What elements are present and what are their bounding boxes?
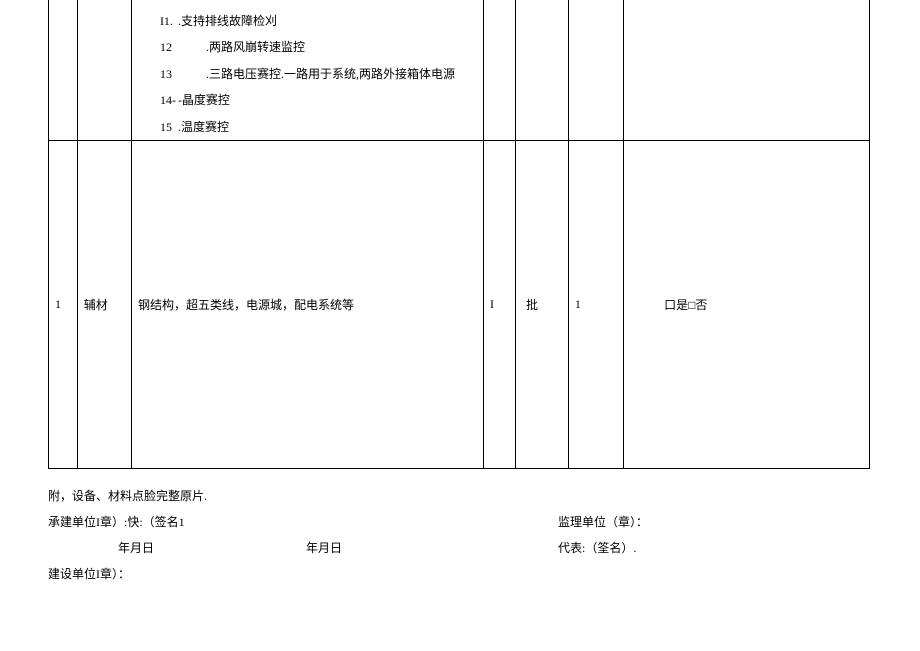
- cell-r2-c5: 批: [516, 140, 569, 468]
- contractor-seal: 承建单位I章）:快:（签名1: [48, 509, 185, 535]
- cell-r1-c3: I1..支持排线故障检刈12.两路风崩转速监控13.三路电压赛控.一路用于系统,…: [131, 0, 483, 140]
- main-table: I1..支持排线故障检刈12.两路风崩转速监控13.三路电压赛控.一路用于系统,…: [48, 0, 870, 469]
- date-2: 年月日: [306, 535, 342, 561]
- cell-r1-c6: [568, 0, 623, 140]
- footer-block: 附，设备、材料点脸完整原片. 承建单位I章）:快:（签名1 监理单位（章）： 年…: [48, 483, 870, 587]
- table-row: 1 辅材 钢结构，超五类线，电源城，配电系统等 I 批 1 口是□否: [49, 140, 870, 468]
- cell-r2-c6: 1: [568, 140, 623, 468]
- date-1: 年月日: [118, 535, 154, 561]
- cell-r2-c1: 1: [49, 140, 78, 468]
- table-row: I1..支持排线故障检刈12.两路风崩转速监控13.三路电压赛控.一路用于系统,…: [49, 0, 870, 140]
- builder-seal: 建设单位I章）：: [48, 561, 130, 587]
- cell-r1-c1: [49, 0, 78, 140]
- spec-line: 15.温度赛控: [160, 114, 455, 140]
- spec-line: 14--晶度赛控: [160, 87, 455, 113]
- representative-sign: 代表:（筌名）.: [558, 535, 636, 561]
- spec-line: I1..支持排线故障检刈: [160, 8, 455, 34]
- spec-line: 13.三路电压赛控.一路用于系统,两路外接箱体电源: [160, 61, 455, 87]
- footer-note: 附，设备、材料点脸完整原片.: [48, 483, 207, 509]
- cell-r1-c2: [77, 0, 131, 140]
- cell-r1-c4: [483, 0, 515, 140]
- cell-r2-c3: 钢结构，超五类线，电源城，配电系统等: [131, 140, 483, 468]
- supervisor-seal: 监理单位（章）：: [558, 509, 648, 535]
- cell-r2-c4: I: [483, 140, 515, 468]
- cell-r1-c7: [624, 0, 870, 140]
- spec-line: 12.两路风崩转速监控: [160, 34, 455, 60]
- cell-r2-c7: 口是□否: [624, 140, 870, 468]
- document-page: I1..支持排线故障检刈12.两路风崩转速监控13.三路电压赛控.一路用于系统,…: [0, 0, 920, 587]
- cell-r1-c5: [516, 0, 569, 140]
- cell-r2-c2: 辅材: [77, 140, 131, 468]
